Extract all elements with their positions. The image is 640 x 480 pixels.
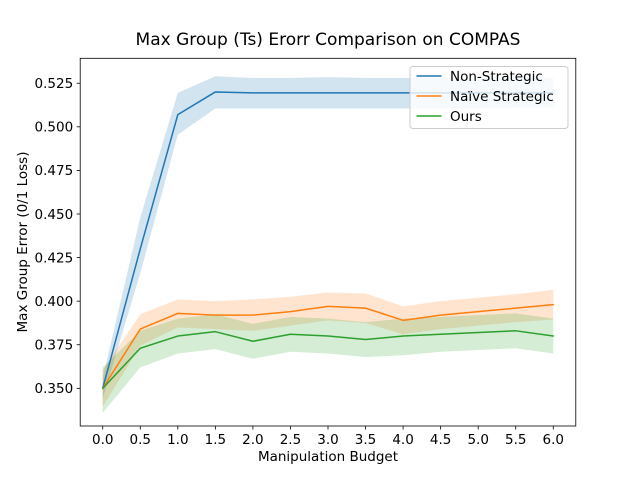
y-tick-label: 0.425: [35, 250, 74, 266]
legend-item-non-strategic: Non-Strategic: [416, 69, 543, 85]
legend-label: Ours: [450, 109, 482, 125]
legend-label: Non-Strategic: [450, 69, 543, 85]
axes-frame: [79, 57, 577, 427]
x-tick-label: 3.0: [317, 432, 338, 448]
x-tick-label: 4.0: [392, 432, 413, 448]
y-tick-label: 0.525: [35, 76, 74, 92]
confidence-band-na-ve-strategic: [102, 289, 554, 407]
x-tick-label: 3.5: [355, 432, 376, 448]
y-tick-label: 0.375: [35, 338, 74, 354]
y-ticks: 0.350 0.375 0.400 0.425 0.450 0.475 0.500 0.525: [35, 76, 81, 397]
x-tick-label: 2.0: [242, 432, 263, 448]
y-tick-label: 0.400: [35, 294, 74, 310]
x-tick-label: 0.5: [130, 432, 151, 448]
y-tick-label: 0.475: [35, 163, 74, 179]
x-axis-label: Manipulation Budget: [258, 449, 398, 465]
x-tick-label: 5.5: [505, 432, 526, 448]
confidence-band-ours: [102, 313, 554, 413]
x-tick-label: 1.5: [205, 432, 226, 448]
legend-item-naive-strategic: Naïve Strategic: [416, 89, 554, 105]
legend-item-ours: Ours: [416, 109, 482, 125]
legend-box: [409, 66, 569, 129]
x-tick-label: 2.5: [280, 432, 301, 448]
series-line-ours: [101, 330, 555, 390]
x-tick-label: 1.0: [167, 432, 188, 448]
chart-title: Max Group (Ts) Erorr Comparison on COMPA…: [136, 30, 521, 50]
series-line-na-ve-strategic: [101, 303, 555, 390]
x-tick-label: 4.5: [430, 432, 451, 448]
x-tick-label: 6.0: [543, 432, 564, 448]
x-tick-label: 5.0: [467, 432, 488, 448]
y-tick-label: 0.450: [35, 207, 74, 223]
x-tick-label: 0.0: [92, 432, 113, 448]
legend: Non-Strategic Naïve Strategic Ours: [409, 66, 569, 129]
x-ticks: 0.0 0.5 1.0 1.5 2.0 2.5 3.0 3.5 4.0 4.5 5.0 5.5 6.0: [92, 426, 564, 448]
y-tick-label: 0.350: [35, 381, 74, 397]
plot-area: 0.0 0.5 1.0 1.5 2.0 2.5 3.0 3.5 4.0 4.5 5.0 5.5 6.00…: [35, 76, 564, 448]
y-tick-label: 0.500: [35, 120, 74, 136]
y-axis-label: Max Group Error (0/1 Loss): [15, 152, 31, 333]
legend-label: Naïve Strategic: [450, 89, 554, 105]
